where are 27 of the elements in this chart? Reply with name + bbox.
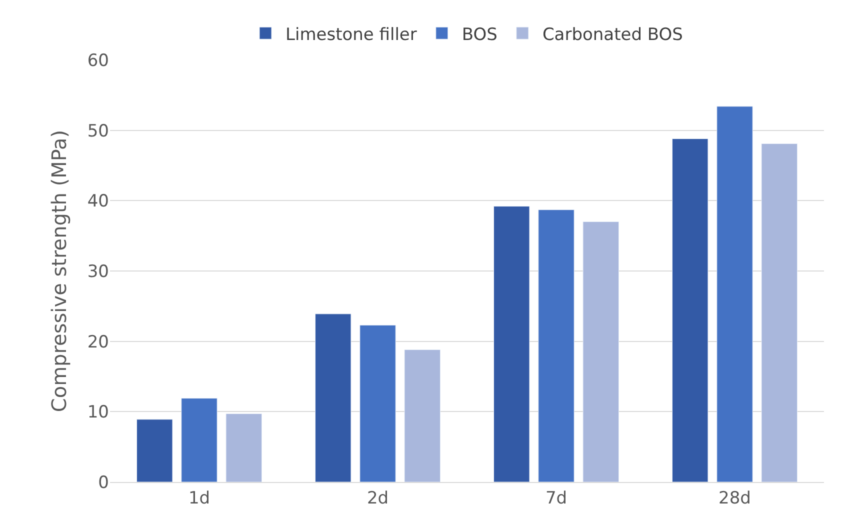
legend-label: BOS (462, 24, 498, 45)
y-tick-label: 40 (87, 192, 109, 212)
bar (494, 206, 530, 482)
y-tick-label: 60 (87, 50, 109, 71)
legend-label: Carbonated BOS (542, 24, 683, 45)
y-tick-label: 50 (87, 121, 109, 142)
y-tick-label: 0 (98, 472, 109, 493)
y-tick-label: 10 (87, 402, 109, 423)
y-axis-title: Compressive strength (MPa) (46, 130, 71, 412)
bar (538, 210, 574, 482)
bar (582, 222, 619, 482)
bar (761, 143, 798, 482)
x-tick-label: 1d (188, 488, 210, 508)
bar (716, 106, 753, 482)
x-tick-label: 2d (366, 488, 389, 508)
bar (136, 419, 173, 482)
bar (226, 414, 262, 482)
legend-label: Limestone filler (286, 24, 417, 45)
bar (360, 324, 396, 482)
x-tick-label: 28d (718, 488, 751, 508)
x-tick-label: 7d (545, 488, 568, 508)
bar (181, 398, 218, 482)
y-tick-label: 30 (87, 262, 109, 282)
bar (672, 138, 708, 482)
bar (315, 314, 352, 482)
bar (404, 350, 440, 482)
y-tick-label: 20 (87, 332, 109, 352)
